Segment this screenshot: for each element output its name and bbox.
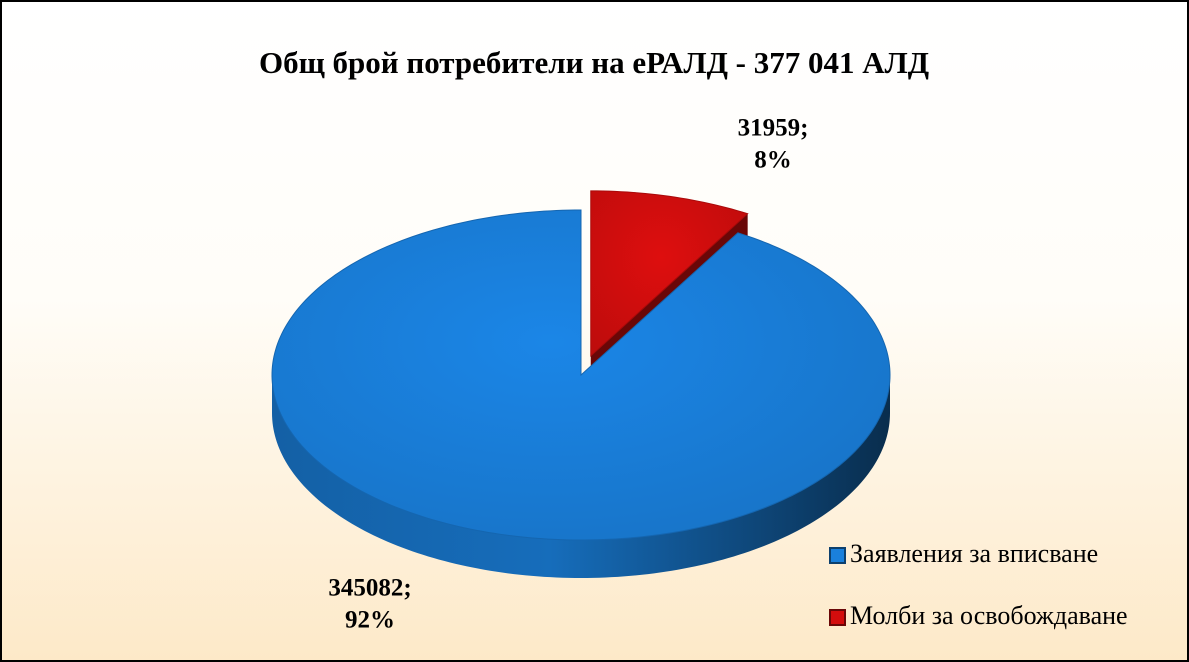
legend-label: Молби за освобождаване [850,601,1128,630]
data-label: 8% [754,147,792,174]
legend-marker [829,609,846,626]
legend-label: Заявления за вписване [850,539,1098,568]
data-label: 345082; [328,575,411,602]
slice-side [272,375,890,578]
data-label: 31959; [738,115,809,142]
legend-marker [829,547,846,564]
legend: Заявления за вписване Молби за освобождав… [829,539,1128,630]
slice-top [590,190,749,358]
pie-slice [271,209,891,578]
chart-title: Общ брой потребители на еРАЛД - 377 041 … [259,45,929,80]
slice-top [271,209,891,541]
data-label: 92% [345,607,395,634]
pie [271,190,891,578]
